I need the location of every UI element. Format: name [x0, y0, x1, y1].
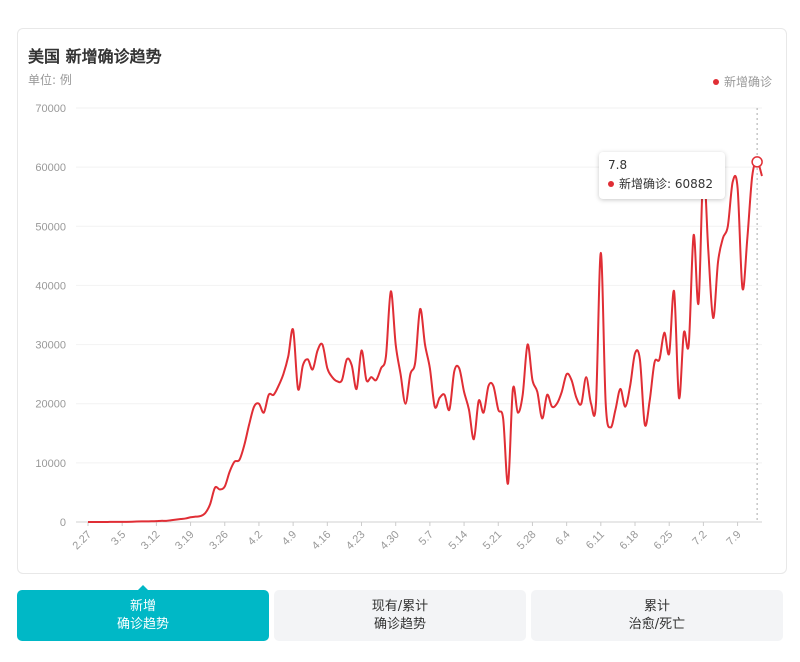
- tab-new-confirmed-trend[interactable]: 新增 确诊趋势: [17, 585, 269, 641]
- chart-title: 美国 新增确诊趋势: [28, 47, 162, 66]
- legend-dot-icon: [712, 78, 719, 85]
- y-tick-label: 10000: [35, 458, 66, 470]
- tab-label-line1: 累计: [643, 598, 670, 614]
- x-tick-label: 5.7: [417, 529, 436, 548]
- tab-cured-death[interactable]: 累计 治愈/死亡: [531, 590, 783, 641]
- x-tick-label: 2.27: [70, 529, 94, 553]
- tooltip-date: 7.8: [608, 158, 628, 172]
- y-tick-label: 40000: [35, 280, 66, 292]
- unit-label: 单位: 例: [28, 73, 72, 87]
- x-tick-label: 5.28: [515, 529, 539, 553]
- x-tick-label: 7.9: [724, 529, 743, 548]
- tab-current-cumulative-trend[interactable]: 现有/累计 确诊趋势: [274, 590, 526, 641]
- line-chart[interactable]: 0 10000 20000 30000 40000 50000 60000 70000 2.27…: [0, 0, 800, 580]
- x-tick-label: 5.14: [447, 529, 471, 553]
- x-tick-label: 4.2: [246, 529, 265, 548]
- x-tick-label: 7.2: [690, 529, 709, 548]
- x-tick-label: 6.18: [618, 529, 642, 553]
- x-tick-label: 6.11: [584, 529, 607, 552]
- tab-label-line2: 确诊趋势: [373, 616, 426, 632]
- x-tick-label: 4.23: [344, 529, 368, 553]
- tab-label-line1: 新增: [129, 598, 156, 614]
- highlight-point: [751, 156, 763, 168]
- x-tick-label: 4.30: [378, 529, 402, 553]
- x-tick-label: 4.9: [280, 529, 299, 548]
- legend[interactable]: 新增确诊: [712, 73, 772, 90]
- x-tick-label: 3.12: [139, 529, 163, 553]
- y-tick-label: 0: [60, 517, 66, 529]
- x-tick-label: 3.19: [173, 529, 197, 553]
- x-tick-label: 4.16: [310, 529, 334, 553]
- chart-card: 美国 新增确诊趋势 单位: 例 新增确诊: [17, 28, 787, 574]
- tab-label-line2: 确诊趋势: [116, 616, 169, 632]
- x-tick-label: 5.21: [481, 529, 505, 553]
- tooltip-label: 新增确诊: 60882: [619, 177, 714, 191]
- x-tick-label: 3.5: [109, 529, 128, 548]
- y-tick-label: 50000: [35, 221, 66, 233]
- y-tick-label: 30000: [35, 340, 66, 352]
- tab-label-line1: 现有/累计: [371, 598, 429, 614]
- series-line: [88, 160, 763, 523]
- x-tick-label: 6.4: [553, 529, 572, 548]
- chart-tooltip: 7.8 新增确诊: 60882: [599, 152, 725, 199]
- x-tick-label: 6.25: [652, 529, 676, 553]
- y-tick-label: 20000: [35, 399, 66, 411]
- x-tick-label: 3.26: [207, 529, 231, 553]
- tab-label-line2: 治愈/死亡: [628, 616, 686, 632]
- trend-tabs: 新增 确诊趋势 现有/累计 确诊趋势 累计 治愈/死亡: [17, 585, 783, 641]
- tooltip-dot-icon: [608, 180, 614, 187]
- legend-label: 新增确诊: [723, 75, 772, 89]
- y-tick-label: 70000: [35, 103, 66, 115]
- y-tick-label: 60000: [35, 162, 66, 174]
